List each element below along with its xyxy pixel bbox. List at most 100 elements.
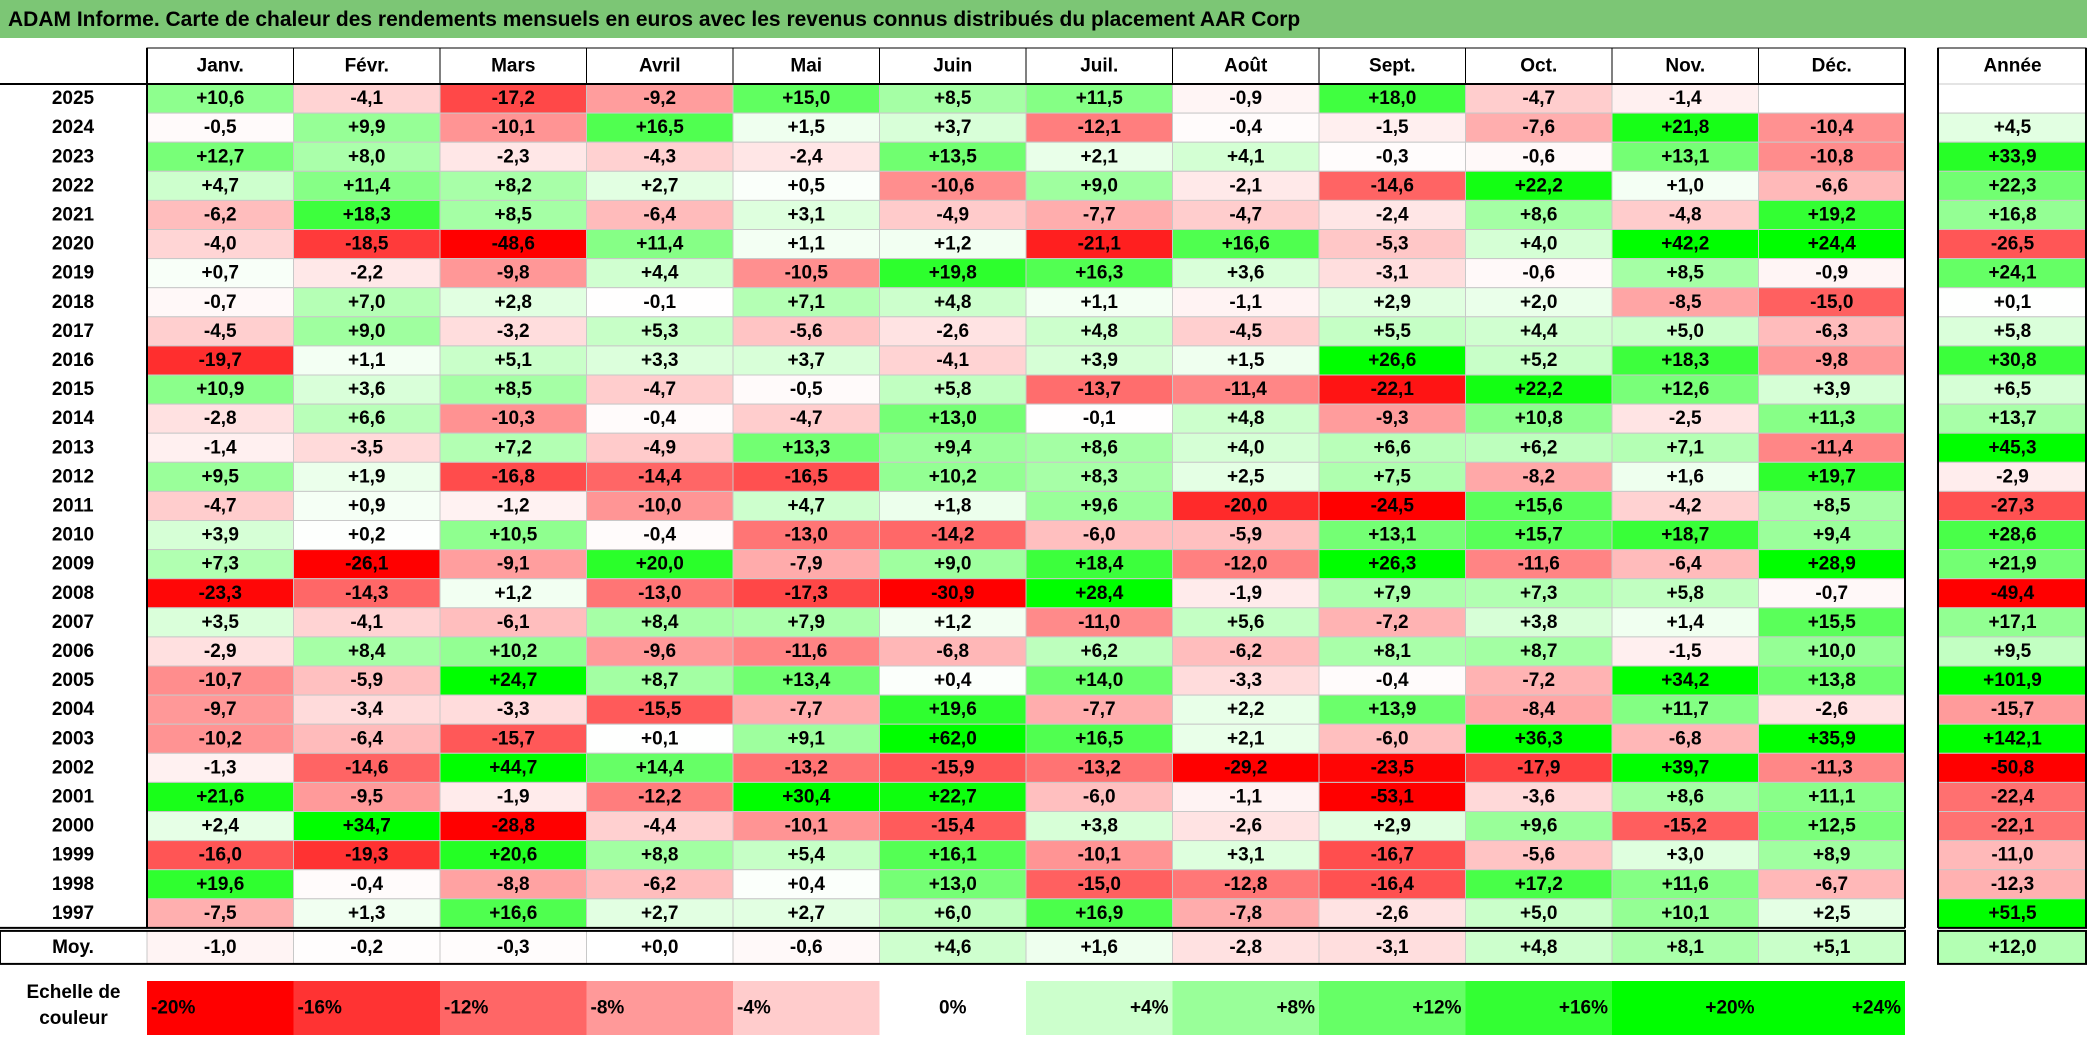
cell-value: -53,1 — [1371, 786, 1415, 807]
cell-value: -6,3 — [1815, 321, 1848, 342]
annual-cell — [1937, 112, 2087, 143]
cell-value: -11,6 — [1518, 554, 1560, 575]
row-year-label: 2014 — [52, 408, 95, 429]
heatmap-cell — [1172, 403, 1320, 434]
heatmap-cell — [586, 607, 734, 638]
cell-value: -17,3 — [785, 583, 828, 604]
cell-value: -9,3 — [1376, 408, 1409, 429]
annual-cell — [1937, 549, 2087, 580]
cell-value: +9,0 — [348, 321, 386, 342]
cell-value: +11,3 — [1808, 408, 1855, 429]
cell-value: -2,4 — [1376, 204, 1409, 225]
cell-value: +0,7 — [201, 263, 239, 284]
heatmap-cell — [732, 752, 880, 783]
cell-value: -2,9 — [204, 641, 237, 662]
annual-value: -27,3 — [1991, 495, 2034, 516]
cell-value: -9,8 — [1815, 350, 1848, 371]
cell-value: +19,6 — [929, 699, 977, 720]
heatmap-cell — [586, 752, 734, 783]
heatmap-cell — [1611, 490, 1759, 521]
cell-value: +34,7 — [343, 816, 391, 837]
cell-value: -21,1 — [1078, 234, 1122, 255]
cell-value: +11,4 — [636, 234, 683, 255]
heatmap-cell — [1611, 811, 1759, 842]
legend-label: +12% — [1412, 998, 1461, 1019]
heatmap-cell — [146, 403, 294, 434]
heatmap-cell — [439, 869, 587, 900]
cell-value: +9,1 — [787, 728, 825, 749]
heatmap-cell — [1611, 141, 1759, 172]
cell-value: -0,7 — [204, 292, 237, 313]
heatmap-cell — [1318, 258, 1466, 289]
heatmap-cell — [1611, 723, 1759, 754]
heatmap-cell — [1465, 665, 1613, 696]
cell-value: +30,4 — [782, 786, 831, 807]
heatmap-cell — [1465, 229, 1613, 260]
row-year-label: 2020 — [52, 234, 94, 255]
cell-value: -10,1 — [785, 816, 829, 837]
cell-value: +4,0 — [1227, 437, 1265, 458]
cell-value: +8,6 — [1666, 786, 1704, 807]
month-header-cell — [1025, 47, 1173, 85]
cell-value: -6,6 — [1815, 175, 1848, 196]
heatmap-cell — [732, 811, 880, 842]
legend-title: Echelle de couleur — [26, 982, 121, 1029]
annual-value: +45,3 — [1988, 437, 2036, 458]
cell-value: -22,1 — [1371, 379, 1415, 400]
heatmap-cell — [1172, 781, 1320, 813]
heatmap-cell — [879, 258, 1027, 289]
cell-value: +1,0 — [1666, 175, 1704, 196]
cell-value: -1,4 — [1669, 88, 1702, 109]
heatmap-cell — [1172, 345, 1320, 376]
annual-cell — [1937, 258, 2087, 289]
cell-value: +3,0 — [1666, 845, 1704, 866]
avg-row-frame — [0, 929, 1906, 965]
heatmap-cell — [1758, 461, 1906, 492]
cell-value: -7,9 — [790, 554, 823, 575]
cell-value: -9,7 — [204, 699, 237, 720]
annual-value: -22,4 — [1991, 786, 2035, 807]
cell-value: -5,6 — [1522, 845, 1555, 866]
avg-value: -0,6 — [790, 937, 823, 958]
cell-value: -6,8 — [936, 641, 969, 662]
heatmap-cell — [1465, 199, 1613, 230]
row-year-label: 1998 — [52, 874, 94, 895]
cell-value: -48,6 — [492, 234, 535, 255]
cell-value: -10,1 — [1078, 845, 1122, 866]
month-header-label: Févr. — [345, 56, 389, 77]
cell-value: +3,1 — [787, 204, 825, 225]
heatmap-cell — [1758, 83, 1906, 114]
heatmap-cell — [1025, 403, 1173, 434]
heatmap-cell — [1465, 811, 1613, 842]
heatmap-cell — [1025, 578, 1173, 609]
heatmap-cell — [1025, 83, 1173, 114]
cell-value: +2,7 — [787, 903, 825, 924]
annual-value: -22,1 — [1991, 816, 2035, 837]
heatmap-cell — [1318, 83, 1466, 114]
heatmap-cell — [879, 723, 1027, 754]
cell-value: -17,9 — [1517, 757, 1560, 778]
cell-value: +12,6 — [1661, 379, 1709, 400]
legend-swatch — [733, 981, 880, 1035]
row-year-label: 1997 — [52, 903, 94, 924]
cell-value: +0,4 — [934, 670, 972, 691]
heatmap-cell — [1172, 258, 1320, 289]
row-year-label: 2012 — [52, 466, 94, 487]
heatmap-cell — [1758, 199, 1906, 230]
cell-value: -16,8 — [492, 466, 535, 487]
cell-value: -4,1 — [936, 350, 969, 371]
cell-value: +16,5 — [636, 117, 685, 138]
cell-value: -7,6 — [1522, 117, 1555, 138]
heatmap-cell — [1611, 199, 1759, 230]
cell-value: -18,5 — [345, 234, 389, 255]
cell-value: -1,2 — [497, 495, 530, 516]
avg-annual-cell — [1937, 929, 2087, 965]
cell-value: -12,1 — [1078, 117, 1122, 138]
legend-swatch — [293, 981, 440, 1035]
cell-value: +10,6 — [196, 88, 244, 109]
legend-swatch — [1465, 981, 1612, 1035]
cell-value: +4,8 — [934, 292, 972, 313]
heatmap-cell — [439, 374, 587, 405]
cell-value: -6,2 — [204, 204, 237, 225]
cell-value: +2,7 — [641, 903, 679, 924]
